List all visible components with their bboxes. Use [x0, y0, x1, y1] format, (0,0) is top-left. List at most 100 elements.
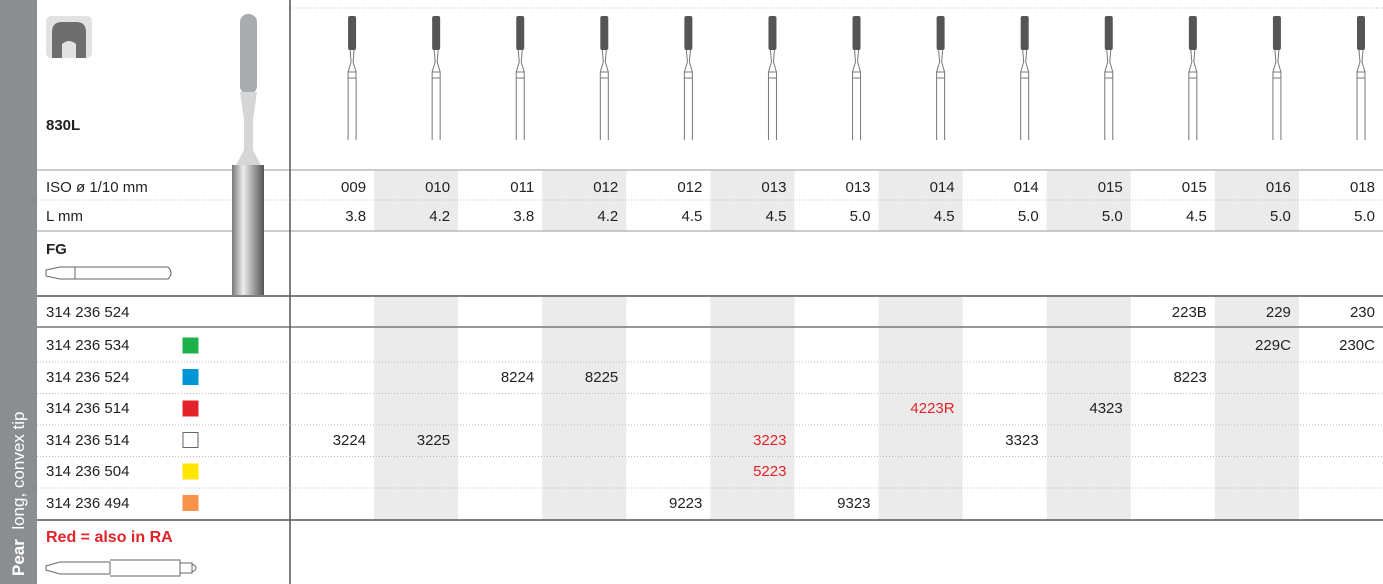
shaded-column [374, 171, 459, 231]
bur-head [348, 16, 357, 50]
bur-head [1272, 16, 1281, 50]
spec-value: 4.5 [765, 208, 787, 225]
shaded-column [710, 297, 795, 520]
note: Red = also in RA [46, 529, 173, 546]
order-code: 314 236 504 [46, 463, 130, 480]
bur-head [1104, 16, 1113, 50]
color-code [182, 495, 199, 511]
bur-head [1188, 16, 1197, 50]
shaded-column [542, 171, 627, 231]
spec-value: 3.8 [345, 208, 367, 225]
spec-value: 013 [845, 179, 871, 196]
spec-value: 012 [677, 179, 703, 196]
spec-value: 5.0 [1270, 208, 1291, 225]
order-code: 314 236 534 [46, 337, 130, 354]
bur-neck [1356, 49, 1366, 140]
bur-neck [767, 49, 777, 140]
color-code [182, 463, 199, 480]
bur-head [432, 16, 441, 50]
spec-value: 015 [1097, 179, 1123, 196]
cell: 229 [1265, 304, 1291, 321]
spec-value: 3.8 [513, 208, 535, 225]
spec-value: 016 [1265, 179, 1291, 196]
spec-value: 013 [761, 179, 787, 196]
bur [852, 16, 862, 140]
spec-label: L mm [46, 208, 83, 225]
ra-shank-icon [45, 559, 197, 577]
shaded-column [878, 297, 963, 520]
spec-value: 011 [510, 179, 535, 196]
cell: 230C [1339, 337, 1375, 354]
bur-neck [683, 49, 693, 140]
spec-value: 4.5 [933, 208, 955, 225]
spec-value: 5.0 [1101, 208, 1123, 225]
bur [1356, 16, 1366, 140]
sidebar [0, 0, 37, 584]
cell: 8224 [500, 368, 535, 386]
cell: 3323 [1005, 431, 1039, 449]
bur [599, 16, 609, 140]
spec-value: 014 [1013, 179, 1039, 196]
bur-head [768, 16, 777, 50]
product-code: 830L [46, 117, 81, 134]
order-code: 314 236 494 [46, 494, 130, 512]
shaded-column [878, 171, 963, 231]
bur-head [600, 16, 609, 50]
cell: 229C [1255, 337, 1291, 354]
color-code [182, 337, 199, 354]
cell: 8223 [1173, 368, 1207, 386]
bur-head [1020, 16, 1029, 50]
fg-shank-icon [45, 266, 172, 280]
order-code: 314 236 524 [46, 368, 130, 386]
spec-value: 4.2 [429, 208, 451, 225]
color-code [182, 432, 199, 448]
cell: 223B [1171, 304, 1207, 321]
bur [1188, 16, 1198, 140]
bur [1104, 16, 1114, 140]
bur-head [936, 16, 945, 50]
order-code: 314 236 514 [46, 400, 130, 417]
shaded-column [1214, 171, 1299, 231]
bur [515, 16, 525, 140]
bur-neck [1020, 49, 1030, 140]
order-code: 314 236 514 [46, 431, 130, 449]
bur [1020, 16, 1030, 140]
spec-value: 014 [929, 179, 955, 196]
bur-neck [347, 49, 357, 140]
spec-value: 012 [593, 179, 619, 196]
spec-value: 009 [341, 179, 367, 196]
bur-head [1357, 16, 1365, 50]
shaded-column [542, 297, 627, 520]
color-code [182, 369, 199, 385]
sidebar-label: Pear long, convex tip [8, 412, 30, 576]
bur-head [684, 16, 693, 50]
cell: 230 [1349, 304, 1375, 321]
shank-type: FG [46, 241, 67, 258]
spec-value: 018 [1349, 179, 1375, 196]
cell: 9323 [837, 494, 871, 512]
cell: 3224 [332, 431, 367, 449]
bur-neck [431, 49, 441, 140]
shaded-column [710, 171, 795, 231]
spec-value: 5.0 [849, 208, 871, 225]
bur-neck [1188, 49, 1198, 140]
shaded-column [1214, 297, 1299, 520]
column-shading [374, 171, 1299, 520]
cell: 9223 [668, 494, 703, 512]
bur-neck [599, 49, 609, 140]
bur-head [516, 16, 525, 50]
spec-label: ISO ø 1/10 mm [46, 179, 148, 196]
bur [683, 16, 693, 140]
spec-value: 015 [1181, 179, 1207, 196]
cell: 4323 [1089, 400, 1123, 417]
spec-value: 5.0 [1354, 208, 1375, 225]
column-burs [347, 16, 1366, 140]
shaded-column [374, 297, 459, 520]
spec-value: 4.5 [1185, 208, 1207, 225]
bur [347, 16, 357, 140]
bur-neck [515, 49, 525, 140]
grip-icon [46, 16, 92, 58]
color-code [182, 400, 199, 417]
